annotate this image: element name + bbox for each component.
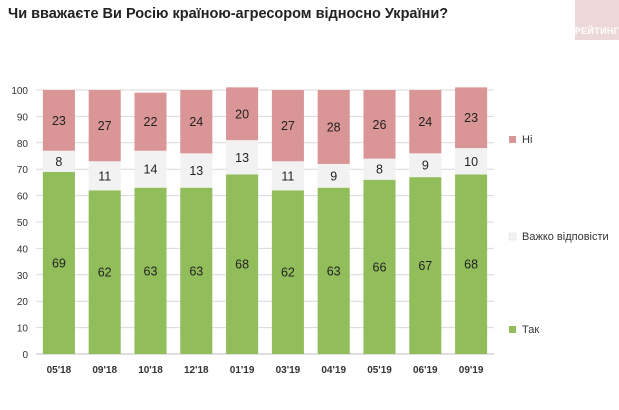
- data-label: 20: [235, 107, 249, 121]
- legend-label: Важко відповісти: [522, 231, 609, 243]
- x-tick-label: 04'19: [321, 365, 346, 376]
- bar-segment: [363, 179, 396, 354]
- x-tick-label: 09'19: [459, 365, 484, 376]
- x-tick-label: 03'19: [276, 365, 301, 376]
- data-label: 28: [327, 120, 341, 134]
- bar-segment: [42, 171, 75, 354]
- bar-segment: [271, 161, 304, 191]
- data-label: 26: [373, 118, 387, 132]
- brand-logo: РЕЙТИНГ: [575, 0, 619, 40]
- data-label: 62: [281, 266, 295, 280]
- data-label: 10: [464, 155, 478, 169]
- y-tick-label: 80: [17, 139, 29, 150]
- bar-segment: [271, 90, 304, 162]
- data-label: 63: [327, 264, 341, 278]
- bar-segment: [180, 153, 213, 188]
- x-tick-label: 01'19: [230, 365, 255, 376]
- legend-swatch: [509, 326, 516, 333]
- data-label: 63: [144, 264, 158, 278]
- bar-segment: [226, 174, 259, 354]
- data-label: 68: [464, 258, 478, 272]
- data-label: 23: [464, 111, 478, 125]
- data-label: 8: [376, 163, 383, 177]
- y-tick-label: 50: [17, 218, 29, 229]
- y-tick-label: 90: [17, 112, 29, 123]
- x-tick-label: 05'19: [367, 365, 392, 376]
- x-tick-label: 12'18: [184, 365, 209, 376]
- data-label: 24: [189, 115, 203, 129]
- bar-segment: [317, 90, 350, 164]
- data-label: 23: [52, 114, 66, 128]
- legend-label: Так: [522, 324, 539, 336]
- data-label: 11: [98, 169, 111, 183]
- bar-segment: [42, 150, 75, 172]
- y-tick-label: 60: [17, 192, 29, 203]
- bar-segment: [455, 87, 488, 149]
- legend: Так Важко відповісти Ні: [508, 134, 609, 336]
- y-tick-label: 70: [17, 165, 29, 176]
- bar-segment: [88, 90, 121, 162]
- legend-swatch: [508, 232, 517, 241]
- x-tick-label: 06'19: [413, 365, 438, 376]
- bar-segment: [88, 190, 121, 354]
- y-axis-ticks: 0 10 20 30 40 50 60 70 80 90 100: [11, 86, 28, 361]
- data-label: 63: [189, 264, 203, 278]
- data-label: 8: [55, 155, 62, 169]
- bar-segment: [363, 158, 396, 180]
- chart-title: Чи вважаєте Ви Росію країною-агресором в…: [8, 6, 449, 22]
- data-label: 22: [144, 115, 158, 129]
- bar-segment: [42, 90, 75, 151]
- y-tick-label: 20: [17, 297, 29, 308]
- bar-segment: [134, 187, 167, 354]
- bar-segment: [317, 163, 350, 188]
- x-tick-label: 05'18: [47, 365, 72, 376]
- bar-segment: [409, 90, 442, 154]
- y-tick-label: 0: [22, 350, 28, 361]
- y-tick-label: 40: [17, 244, 29, 255]
- data-label: 27: [98, 119, 112, 133]
- legend-label: Ні: [522, 134, 532, 146]
- data-label: 27: [281, 119, 295, 133]
- data-label: 24: [418, 115, 432, 129]
- bar-segment: [409, 177, 442, 354]
- bar-segment: [455, 148, 488, 175]
- bar-segment: [226, 87, 259, 141]
- data-label: 9: [422, 159, 429, 173]
- y-tick-label: 10: [17, 324, 29, 335]
- data-label: 13: [189, 164, 203, 178]
- y-tick-label: 30: [17, 271, 29, 282]
- legend-swatch: [509, 136, 516, 143]
- bar-segment: [88, 161, 121, 191]
- data-label: 66: [373, 260, 387, 274]
- bar-segment: [455, 174, 488, 354]
- bar-segment: [226, 140, 259, 175]
- data-label: 67: [418, 259, 432, 273]
- x-tick-label: 09'18: [92, 365, 117, 376]
- bar-segment: [409, 153, 442, 178]
- x-tick-label: 10'18: [138, 365, 163, 376]
- bar-segment: [180, 90, 213, 154]
- bar-segment: [134, 92, 167, 151]
- bars: 69 8 23 62 11 27 63 14 22 63 13 24 68 13 20 62 11 27 63 9 28…: [42, 87, 488, 354]
- bar-segment: [317, 187, 350, 354]
- bar-segment: [134, 150, 167, 188]
- data-label: 14: [144, 163, 158, 177]
- y-tick-label: 100: [11, 86, 28, 97]
- data-label: 9: [330, 169, 337, 183]
- data-label: 68: [235, 258, 249, 272]
- x-axis-ticks: 05'18 09'18 10'18 12'18 01'19 03'19 04'19 05'19…: [47, 365, 484, 376]
- bar-segment: [180, 187, 213, 354]
- data-label: 11: [281, 169, 294, 183]
- brand-logo-text: РЕЙТИНГ: [574, 26, 619, 36]
- bar-segment: [271, 190, 304, 354]
- data-label: 62: [98, 266, 112, 280]
- data-label: 69: [52, 256, 66, 270]
- data-label: 13: [235, 151, 249, 165]
- bar-segment: [363, 90, 396, 159]
